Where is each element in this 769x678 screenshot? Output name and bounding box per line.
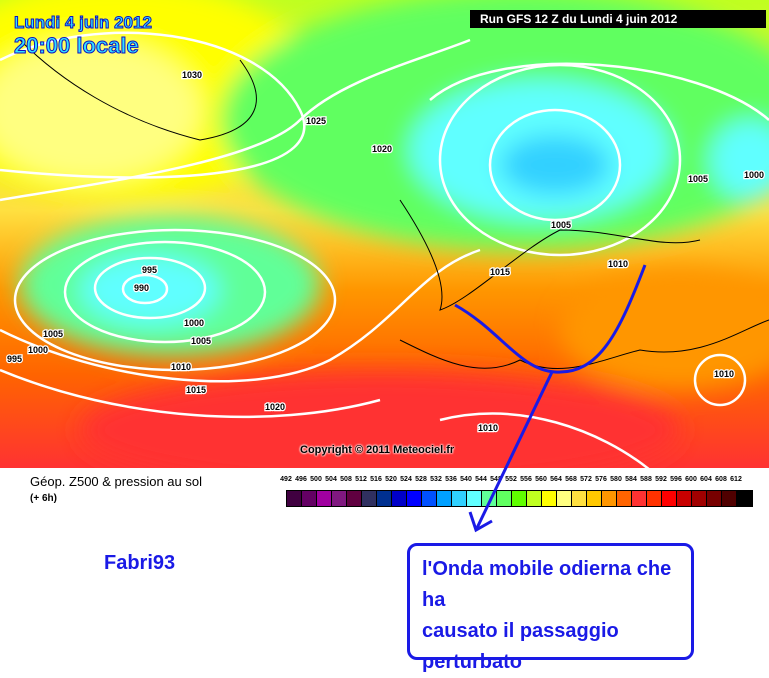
color-swatch [512, 491, 527, 506]
weather-map: 1030 1025 1020 995 990 1000 1005 1010 1015 1020 10… [0, 0, 769, 468]
legend-title: Géop. Z500 & pression au sol [30, 474, 202, 489]
color-swatch [602, 491, 617, 506]
isobar-label: 995 [7, 354, 22, 364]
isobar-label: 1000 [28, 345, 48, 355]
scale-tick: 572 [580, 476, 592, 483]
arrow-head-icon [468, 511, 493, 533]
isobar-label: 1015 [490, 267, 510, 277]
isobar-label: 995 [142, 265, 157, 275]
color-swatch [662, 491, 677, 506]
isobar-label: 1010 [171, 362, 191, 372]
scale-tick: 580 [610, 476, 622, 483]
scale-tick: 604 [700, 476, 712, 483]
author-signature: Fabri93 [104, 552, 176, 574]
isobar-label: 1010 [714, 369, 734, 379]
scale-tick: 492 [280, 476, 292, 483]
map-time: 20:00 locale [14, 33, 140, 59]
color-swatch [572, 491, 587, 506]
color-swatch [542, 491, 557, 506]
isobar-label: 1010 [608, 259, 628, 269]
color-swatch [422, 491, 437, 506]
color-swatch [317, 491, 332, 506]
note-line: causato il passaggio [422, 620, 619, 642]
isobar-label: 1015 [186, 385, 206, 395]
scale-tick: 500 [310, 476, 322, 483]
scale-tick: 504 [325, 476, 337, 483]
color-swatch [497, 491, 512, 506]
scale-tick: 516 [370, 476, 382, 483]
scale-tick: 544 [475, 476, 487, 483]
color-swatch [302, 491, 317, 506]
scale-tick: 592 [655, 476, 667, 483]
note-line: perturbato [422, 651, 522, 673]
isobar-label: 1020 [372, 144, 392, 154]
isobar-label: 1005 [43, 329, 63, 339]
color-swatch [452, 491, 467, 506]
scale-tick: 540 [460, 476, 472, 483]
color-swatch [332, 491, 347, 506]
color-scale [286, 490, 753, 507]
scale-tick: 528 [415, 476, 427, 483]
isobar-label: 1005 [191, 336, 211, 346]
color-swatch [677, 491, 692, 506]
color-swatch [722, 491, 737, 506]
scale-tick: 576 [595, 476, 607, 483]
scale-tick: 548 [490, 476, 502, 483]
color-swatch [347, 491, 362, 506]
color-swatch [527, 491, 542, 506]
scale-tick: 508 [340, 476, 352, 483]
annotation-box: l'Onda mobile odierna che ha causato il … [407, 543, 694, 673]
scale-tick: 568 [565, 476, 577, 483]
copyright: Copyright © 2011 Meteociel.fr [300, 444, 455, 456]
scale-tick: 532 [430, 476, 442, 483]
scale-tick: 612 [730, 476, 742, 483]
color-swatch [617, 491, 632, 506]
scale-tick: 520 [385, 476, 397, 483]
color-swatch [482, 491, 497, 506]
color-swatch [287, 491, 302, 506]
scale-tick: 552 [505, 476, 517, 483]
color-swatch [587, 491, 602, 506]
color-swatch [467, 491, 482, 506]
color-swatch [377, 491, 392, 506]
isobars [0, 31, 769, 468]
scale-tick: 524 [400, 476, 412, 483]
isobar-label: 1000 [744, 170, 764, 180]
scale-tick: 608 [715, 476, 727, 483]
color-swatch [437, 491, 452, 506]
scale-tick: 556 [520, 476, 532, 483]
map-date: Lundi 4 juin 2012 [14, 13, 153, 33]
scale-tick: 588 [640, 476, 652, 483]
color-swatch [647, 491, 662, 506]
color-swatch [392, 491, 407, 506]
color-swatch [407, 491, 422, 506]
isobar-label: 1005 [688, 174, 708, 184]
scale-tick: 564 [550, 476, 562, 483]
scale-tick: 560 [535, 476, 547, 483]
color-swatch [632, 491, 647, 506]
legend-subtitle: (+ 6h) [30, 493, 57, 504]
scale-tick: 600 [685, 476, 697, 483]
isobar-label: 1020 [265, 402, 285, 412]
color-swatch [362, 491, 377, 506]
color-swatch [692, 491, 707, 506]
note-line: l'Onda mobile odierna che ha [422, 558, 672, 611]
scale-tick: 596 [670, 476, 682, 483]
isobar-label: 1030 [182, 70, 202, 80]
isobar-label: 1005 [551, 220, 571, 230]
color-swatch [707, 491, 722, 506]
isobar-label: 990 [134, 283, 149, 293]
isobar-label: 1010 [478, 423, 498, 433]
scale-tick: 536 [445, 476, 457, 483]
color-swatch [737, 491, 752, 506]
scale-tick: 512 [355, 476, 367, 483]
scale-tick: 496 [295, 476, 307, 483]
color-swatch [557, 491, 572, 506]
isobar-label: 1000 [184, 318, 204, 328]
scale-tick: 584 [625, 476, 637, 483]
isobar-label: 1025 [306, 116, 326, 126]
run-label: Run GFS 12 Z du Lundi 4 juin 2012 [470, 10, 766, 28]
